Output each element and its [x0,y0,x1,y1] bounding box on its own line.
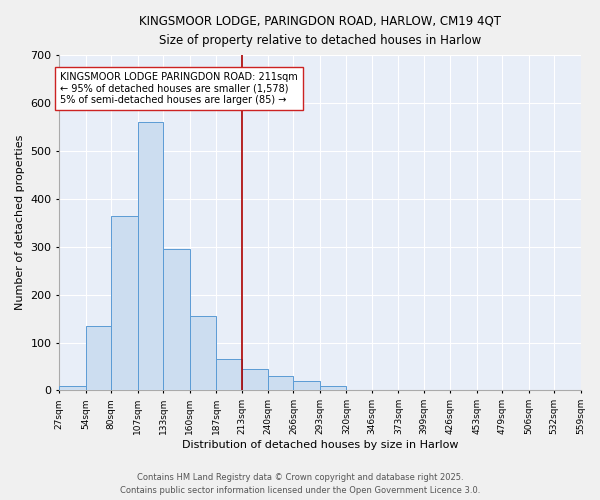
Bar [111,216,137,390]
Y-axis label: Number of detached properties: Number of detached properties [15,135,25,310]
Bar [163,249,190,390]
Bar [242,369,268,390]
Bar [268,376,293,390]
Bar [216,360,242,390]
Title: KINGSMOOR LODGE, PARINGDON ROAD, HARLOW, CM19 4QT
Size of property relative to d: KINGSMOOR LODGE, PARINGDON ROAD, HARLOW,… [139,15,501,47]
Bar [293,381,320,390]
X-axis label: Distribution of detached houses by size in Harlow: Distribution of detached houses by size … [182,440,458,450]
Text: KINGSMOOR LODGE PARINGDON ROAD: 211sqm
← 95% of detached houses are smaller (1,5: KINGSMOOR LODGE PARINGDON ROAD: 211sqm ←… [60,72,298,105]
Bar [137,122,163,390]
Bar [59,386,86,390]
Text: Contains HM Land Registry data © Crown copyright and database right 2025.
Contai: Contains HM Land Registry data © Crown c… [120,474,480,495]
Bar [320,386,346,390]
Bar [86,326,111,390]
Bar [190,316,216,390]
